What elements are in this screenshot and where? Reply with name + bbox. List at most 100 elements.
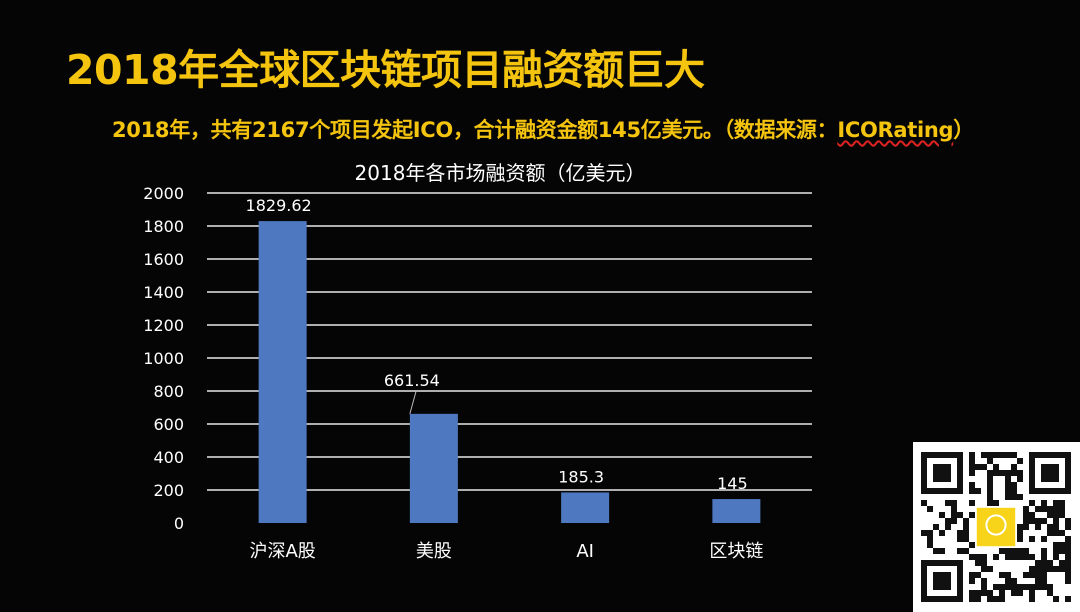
qr-module: [999, 590, 1005, 596]
qr-module: [1047, 512, 1053, 518]
y-tick-label: 400: [153, 448, 184, 467]
qr-module: [1023, 524, 1029, 530]
qr-module: [951, 518, 957, 524]
qr-module: [1047, 560, 1053, 566]
qr-module: [987, 458, 993, 464]
data-label: 661.54: [384, 371, 440, 390]
brand-logo-mark: [985, 514, 1007, 536]
qr-module: [1065, 524, 1071, 530]
qr-module: [921, 530, 927, 536]
qr-module: [1017, 524, 1023, 530]
qr-module: [987, 494, 993, 500]
qr-module: [1047, 506, 1053, 512]
qr-module: [1053, 548, 1059, 554]
qr-module: [1041, 578, 1047, 584]
qr-module: [1029, 500, 1035, 506]
y-tick-label: 800: [153, 382, 184, 401]
qr-module: [999, 452, 1005, 458]
data-label-leader: [409, 391, 417, 414]
qr-module: [1011, 578, 1017, 584]
data-label: 1829.62: [246, 196, 312, 215]
qr-module: [1035, 566, 1041, 572]
qr-module: [1005, 584, 1011, 590]
qr-module: [969, 572, 975, 578]
x-category-label: 美股: [416, 541, 452, 562]
qr-module: [1023, 572, 1029, 578]
qr-module: [975, 596, 981, 602]
qr-module: [969, 542, 975, 548]
qr-module: [963, 536, 969, 542]
qr-module: [969, 464, 975, 470]
qr-finder: [1041, 464, 1059, 482]
qr-module: [1017, 548, 1023, 554]
qr-module: [945, 500, 951, 506]
qr-code-icon: [921, 452, 1071, 602]
qr-module: [1041, 500, 1047, 506]
qr-module: [1029, 566, 1035, 572]
qr-module: [1017, 530, 1023, 536]
x-category-label: 区块链: [709, 541, 763, 562]
qr-module: [993, 584, 999, 590]
qr-module: [1065, 596, 1071, 602]
y-tick-label: 600: [153, 415, 184, 434]
qr-module: [951, 512, 957, 518]
qr-module: [1011, 548, 1017, 554]
subtitle-source: ICORating: [837, 118, 954, 142]
qr-module: [957, 530, 963, 536]
qr-module: [975, 464, 981, 470]
qr-module: [1041, 536, 1047, 542]
qr-module: [1011, 482, 1017, 488]
subtitle-end: ）: [953, 118, 974, 142]
qr-module: [1005, 482, 1011, 488]
qr-module: [1041, 506, 1047, 512]
qr-module: [1029, 518, 1035, 524]
qr-module: [981, 578, 987, 584]
qr-module: [999, 548, 1005, 554]
qr-module: [981, 452, 987, 458]
qr-module: [1035, 524, 1041, 530]
qr-module: [939, 512, 945, 518]
bar: [712, 499, 761, 523]
qr-module: [1041, 566, 1047, 572]
qr-module: [993, 500, 999, 506]
qr-module: [1017, 476, 1023, 482]
data-label: 145: [717, 474, 748, 493]
qr-module: [1065, 554, 1071, 560]
qr-module: [987, 566, 993, 572]
qr-module: [987, 500, 993, 506]
qr-module: [1053, 554, 1059, 560]
qr-module: [1005, 452, 1011, 458]
qr-code[interactable]: [913, 442, 1080, 612]
qr-module: [1035, 518, 1041, 524]
x-category-label: AI: [576, 541, 594, 562]
qr-module: [1059, 548, 1065, 554]
qr-module: [1005, 476, 1011, 482]
qr-module: [1065, 566, 1071, 572]
qr-module: [1023, 512, 1029, 518]
qr-module: [1029, 512, 1035, 518]
qr-module: [969, 512, 975, 518]
qr-module: [981, 566, 987, 572]
qr-module: [1005, 470, 1011, 476]
qr-module: [1035, 560, 1041, 566]
bar: [561, 492, 610, 523]
qr-module: [1011, 488, 1017, 494]
qr-module: [1065, 536, 1071, 542]
brand-logo-icon: [976, 507, 1016, 547]
qr-module: [927, 542, 933, 548]
y-tick-label: 1000: [143, 349, 184, 368]
qr-module: [1035, 578, 1041, 584]
qr-module: [1053, 506, 1059, 512]
y-tick-label: 200: [153, 481, 184, 500]
qr-module: [1011, 452, 1017, 458]
x-category-label: 沪深A股: [249, 541, 315, 562]
qr-module: [1011, 464, 1017, 470]
qr-module: [1047, 590, 1053, 596]
qr-module: [963, 518, 969, 524]
qr-module: [1029, 584, 1035, 590]
qr-module: [1005, 548, 1011, 554]
qr-module: [1047, 584, 1053, 590]
qr-module: [999, 572, 1005, 578]
chart-title: 2018年各市场融资额（亿美元）: [354, 161, 646, 185]
qr-module: [1017, 536, 1023, 542]
